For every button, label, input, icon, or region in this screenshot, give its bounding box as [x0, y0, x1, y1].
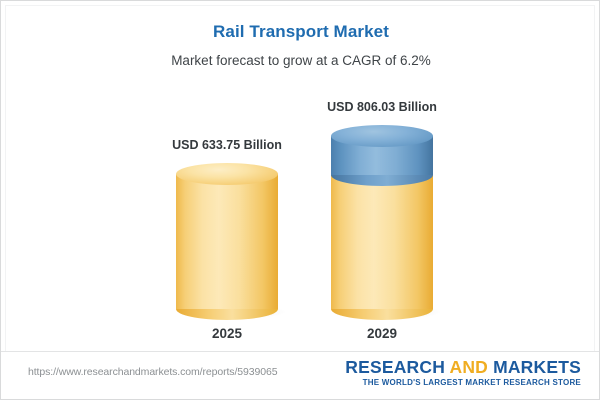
logo-tagline: THE WORLD'S LARGEST MARKET RESEARCH STOR… — [362, 378, 581, 387]
research-and-markets-logo[interactable]: RESEARCH AND MARKETS THE WORLD'S LARGEST… — [345, 357, 581, 388]
bar-group-2029[interactable]: USD 806.03 Billion 2029 — [312, 81, 452, 346]
logo-word-research: RESEARCH — [345, 357, 446, 377]
value-label-2029: USD 806.03 Billion — [327, 100, 437, 114]
value-label-2025: USD 633.75 Billion — [172, 138, 282, 152]
chart-title: Rail Transport Market — [213, 22, 389, 41]
bar-group-2025[interactable]: USD 633.75 Billion 2025 — [157, 81, 297, 346]
plot-area: USD 633.75 Billion 2025 USD 806.03 Billi… — [1, 81, 599, 346]
logo-word-and: AND — [449, 357, 488, 377]
bar-segment-base-2029 — [331, 175, 433, 309]
bar-segment-base-2025 — [176, 174, 278, 309]
category-label-2025: 2025 — [211, 326, 243, 341]
logo-word-markets: MARKETS — [493, 357, 581, 377]
source-url-link[interactable]: https://www.researchandmarkets.com/repor… — [28, 366, 278, 378]
bar-top-cap-2025 — [176, 163, 278, 185]
bar-top-cap-2029 — [331, 125, 433, 147]
logo-wordmark: RESEARCH AND MARKETS — [345, 357, 581, 377]
footer-divider — [1, 351, 599, 352]
chart-subtitle: Market forecast to grow at a CAGR of 6.2… — [171, 53, 431, 68]
category-label-2029: 2029 — [366, 326, 398, 341]
footer: https://www.researchandmarkets.com/repor… — [1, 352, 599, 399]
